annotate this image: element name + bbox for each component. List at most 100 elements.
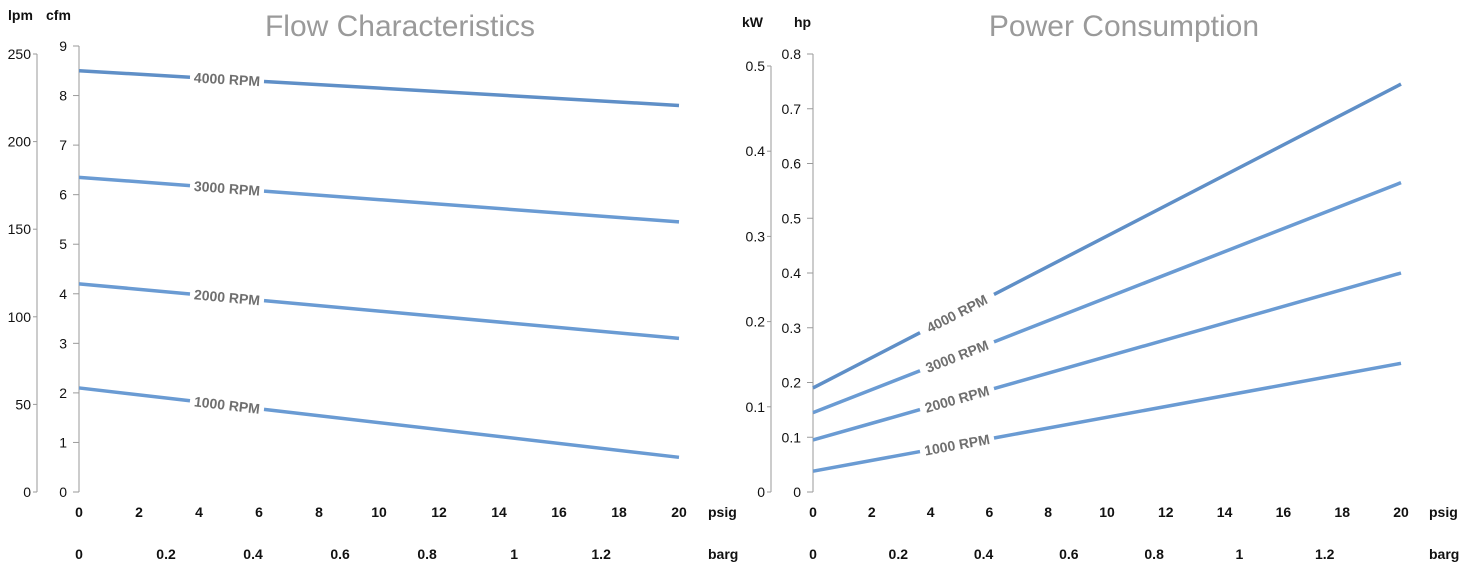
x-tick-label: 14 bbox=[491, 504, 507, 520]
series-label: 4000 RPM bbox=[194, 69, 261, 89]
power-x2-unit: barg bbox=[1429, 546, 1459, 562]
power-y-unit: hp bbox=[794, 14, 811, 30]
x-tick-label: 18 bbox=[1334, 504, 1350, 520]
x-tick-label: 10 bbox=[1099, 504, 1115, 520]
y-tick-label: 5 bbox=[59, 236, 67, 252]
y2-tick-label: 100 bbox=[8, 309, 32, 325]
series-label: 4000 RPM bbox=[924, 291, 990, 336]
y-tick-label: 0.1 bbox=[782, 429, 802, 445]
y-tick-label: 0.3 bbox=[782, 320, 802, 336]
x2-tick-label: 1.2 bbox=[591, 546, 611, 562]
flow-y-unit: cfm bbox=[46, 7, 71, 23]
x2-tick-label: 0 bbox=[75, 546, 83, 562]
series-label: 3000 RPM bbox=[923, 337, 990, 376]
x-tick-label: 2 bbox=[868, 504, 876, 520]
y-tick-label: 0.8 bbox=[782, 46, 802, 62]
y2-tick-label: 150 bbox=[8, 221, 32, 237]
y-tick-label: 0 bbox=[793, 484, 801, 500]
x2-tick-label: 1.2 bbox=[1315, 546, 1335, 562]
x2-tick-label: 0.4 bbox=[243, 546, 263, 562]
x-tick-label: 16 bbox=[1276, 504, 1292, 520]
series-line-segment bbox=[263, 298, 680, 341]
y2-tick-label: 0 bbox=[757, 484, 765, 500]
x-tick-label: 8 bbox=[1044, 504, 1052, 520]
x2-tick-label: 0.8 bbox=[1144, 546, 1164, 562]
series-line-segment bbox=[263, 79, 680, 108]
x2-tick-label: 1 bbox=[1236, 546, 1244, 562]
y-tick-label: 7 bbox=[59, 137, 67, 153]
x2-tick-label: 0.2 bbox=[156, 546, 176, 562]
y-tick-label: 9 bbox=[59, 38, 67, 54]
x-tick-label: 0 bbox=[809, 504, 817, 520]
y-tick-label: 1 bbox=[59, 434, 67, 450]
y-tick-label: 2 bbox=[59, 385, 67, 401]
y-tick-label: 0.5 bbox=[782, 210, 802, 226]
x2-tick-label: 0.4 bbox=[974, 546, 994, 562]
power-chart-title: Power Consumption bbox=[989, 10, 1259, 43]
flow-x-unit: psig bbox=[708, 504, 737, 520]
x2-tick-label: 0.6 bbox=[1059, 546, 1079, 562]
series-line-segment bbox=[263, 189, 680, 224]
y2-tick-label: 50 bbox=[15, 396, 31, 412]
x-tick-label: 10 bbox=[371, 504, 387, 520]
y-tick-label: 4 bbox=[59, 286, 67, 302]
y2-tick-label: 0.4 bbox=[746, 143, 766, 159]
x2-tick-label: 0.6 bbox=[330, 546, 350, 562]
y2-tick-label: 0.5 bbox=[746, 58, 766, 74]
y-tick-label: 8 bbox=[59, 88, 67, 104]
series-line-segment bbox=[993, 181, 1402, 344]
x-tick-label: 0 bbox=[75, 504, 83, 520]
y-tick-label: 0.2 bbox=[782, 375, 802, 391]
power-chart: Power Consumption kW hp psig barg 0 0.1 0.… bbox=[742, 10, 1459, 562]
series-line-segment bbox=[812, 331, 921, 390]
y-tick-label: 0.4 bbox=[782, 265, 802, 281]
series-label: 2000 RPM bbox=[193, 286, 260, 308]
y2-tick-label: 0 bbox=[23, 484, 31, 500]
x-tick-label: 20 bbox=[1393, 504, 1409, 520]
y2-tick-label: 0.1 bbox=[746, 399, 766, 415]
y2-tick-label: 0.2 bbox=[746, 314, 766, 330]
x2-tick-label: 1 bbox=[510, 546, 518, 562]
x-tick-label: 6 bbox=[255, 504, 263, 520]
x-tick-label: 12 bbox=[431, 504, 447, 520]
series-line-segment bbox=[812, 449, 921, 473]
series-line-segment bbox=[812, 407, 921, 442]
y2-tick-label: 250 bbox=[8, 46, 32, 62]
series-label: 3000 RPM bbox=[193, 178, 260, 199]
series-line-segment bbox=[993, 271, 1402, 391]
series-label: 1000 RPM bbox=[923, 431, 991, 459]
x-tick-label: 4 bbox=[927, 504, 935, 520]
x2-tick-label: 0 bbox=[809, 546, 817, 562]
x-tick-label: 16 bbox=[551, 504, 567, 520]
y-tick-label: 0.7 bbox=[782, 101, 802, 117]
series-line-segment bbox=[993, 361, 1402, 440]
y-tick-label: 0 bbox=[59, 484, 67, 500]
y-tick-label: 3 bbox=[59, 335, 67, 351]
x-tick-label: 4 bbox=[195, 504, 203, 520]
x-tick-label: 12 bbox=[1158, 504, 1174, 520]
x-tick-label: 8 bbox=[315, 504, 323, 520]
power-y2-unit: kW bbox=[742, 14, 764, 30]
series-label: 2000 RPM bbox=[923, 382, 991, 415]
series-line-segment bbox=[812, 369, 921, 415]
series-line-segment bbox=[993, 82, 1402, 296]
x-tick-label: 20 bbox=[671, 504, 687, 520]
power-x-unit: psig bbox=[1429, 504, 1458, 520]
series-line-segment bbox=[78, 282, 191, 296]
flow-y2-unit: lpm bbox=[8, 7, 33, 23]
y2-tick-label: 0.3 bbox=[746, 228, 766, 244]
y-tick-label: 6 bbox=[59, 187, 67, 203]
y-tick-label: 0.6 bbox=[782, 156, 802, 172]
y2-tick-label: 200 bbox=[8, 134, 32, 150]
series-line-segment bbox=[263, 407, 680, 460]
flow-chart: Flow Characteristics lpm cfm psig barg 0… bbox=[8, 7, 739, 562]
x-tick-label: 2 bbox=[135, 504, 143, 520]
series-line-segment bbox=[78, 69, 191, 79]
series-line-segment bbox=[78, 386, 191, 403]
flow-x2-unit: barg bbox=[708, 546, 738, 562]
flow-chart-title: Flow Characteristics bbox=[265, 10, 535, 43]
x-tick-label: 6 bbox=[986, 504, 994, 520]
x-tick-label: 14 bbox=[1217, 504, 1233, 520]
x2-tick-label: 0.2 bbox=[889, 546, 909, 562]
